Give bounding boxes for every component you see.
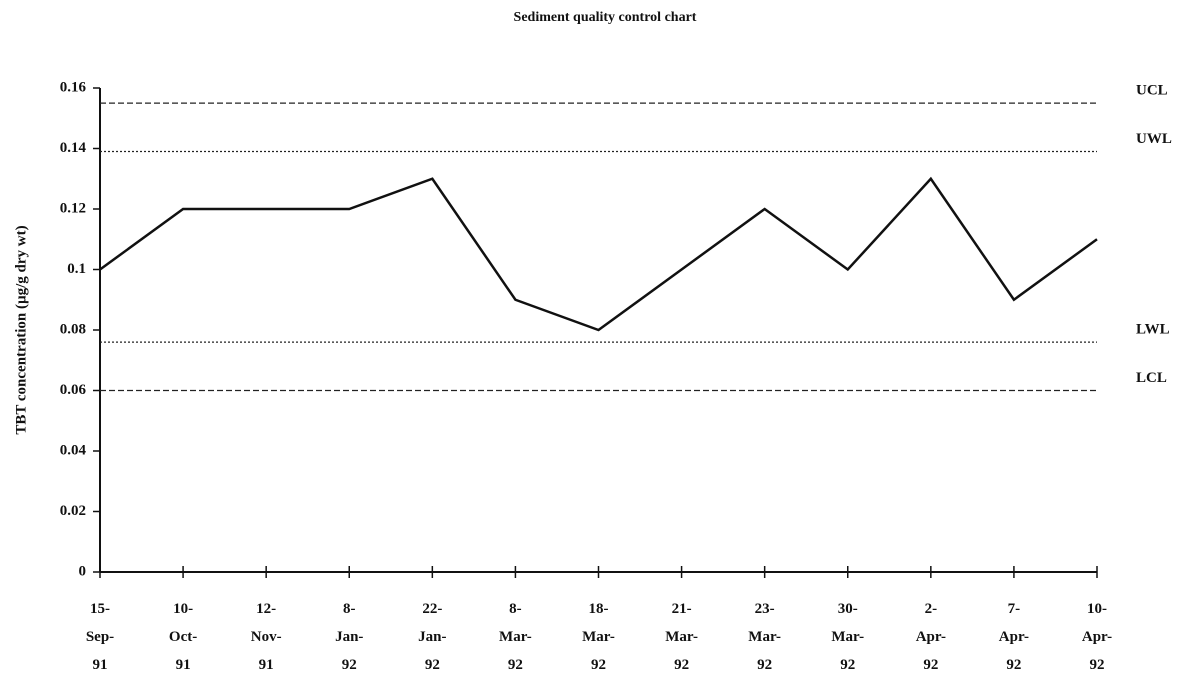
y-tick-label: 0: [79, 563, 87, 579]
x-tick-label: 10-Oct-91: [169, 601, 197, 673]
control-line-label: UCL: [1136, 83, 1168, 99]
x-tick-label: 2-Apr-92: [916, 601, 946, 673]
x-tick-label: 18-Mar-92: [582, 601, 615, 673]
chart-title: Sediment quality control chart: [514, 10, 697, 25]
x-tick-label: 21-Mar-92: [665, 601, 698, 673]
x-tick-label: 8-Jan-92: [335, 601, 363, 673]
data-line: [99, 176, 1098, 332]
y-tick-label: 0.1: [67, 261, 86, 277]
control-line-label: LCL: [1136, 370, 1167, 386]
x-tick-label: 23-Mar-92: [748, 601, 781, 673]
control-line-label: LWL: [1136, 322, 1170, 338]
x-tick-label: 8-Mar-92: [499, 601, 532, 673]
x-tick-label: 10-Apr-92: [1082, 601, 1112, 673]
y-tick-label: 0.12: [60, 200, 86, 216]
x-tick-label: 15-Sep-91: [86, 601, 114, 673]
x-tick-label: 30-Mar-92: [831, 601, 864, 673]
y-tick-label: 0.14: [60, 140, 87, 156]
x-tick-label: 22-Jan-92: [418, 601, 446, 673]
y-tick-label: 0.02: [60, 503, 86, 519]
y-tick-label: 0.08: [60, 321, 86, 337]
y-axis-label: TBT concentration (µg/g dry wt): [13, 225, 29, 434]
y-tick-label: 0.04: [60, 442, 87, 458]
x-tick-label: 12-Nov-91: [251, 601, 282, 673]
y-tick-label: 0.06: [60, 382, 87, 398]
control-line-label: UWL: [1136, 131, 1172, 147]
x-tick-label: 7-Apr-92: [999, 601, 1029, 673]
y-tick-label: 0.16: [60, 79, 87, 95]
